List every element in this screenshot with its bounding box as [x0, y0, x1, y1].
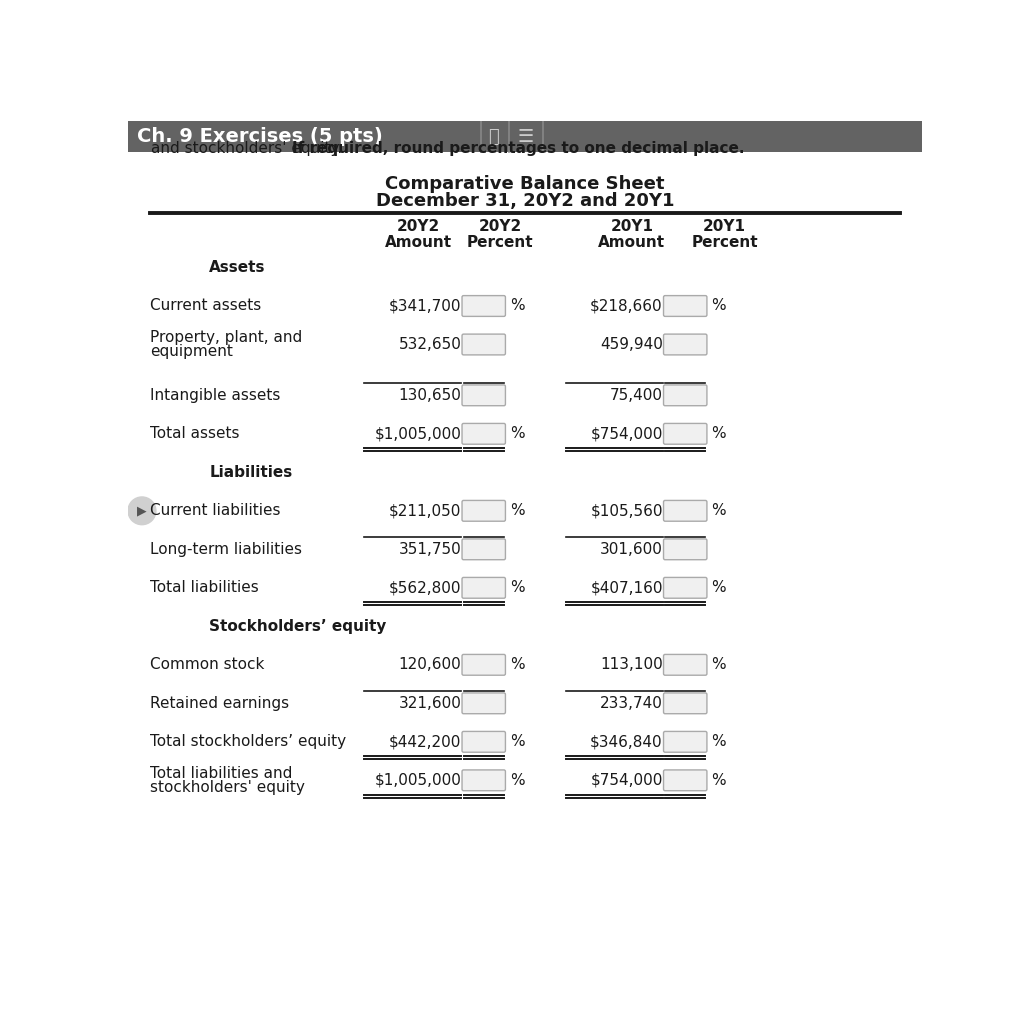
FancyBboxPatch shape — [664, 500, 707, 521]
Bar — [128, 121, 922, 152]
Text: ⧉: ⧉ — [488, 127, 499, 145]
Text: $346,840: $346,840 — [590, 734, 663, 749]
Text: Current assets: Current assets — [150, 299, 261, 313]
Text: ▶: ▶ — [137, 504, 146, 517]
Text: 301,600: 301,600 — [600, 541, 663, 557]
FancyBboxPatch shape — [462, 385, 506, 406]
Text: 75,400: 75,400 — [609, 388, 663, 403]
Text: If required, round percentages to one decimal place.: If required, round percentages to one de… — [292, 140, 744, 156]
Text: 113,100: 113,100 — [600, 658, 663, 673]
Text: Ch. 9 Exercises (5 pts): Ch. 9 Exercises (5 pts) — [137, 127, 383, 146]
Text: %: % — [510, 581, 524, 595]
Text: Retained earnings: Retained earnings — [150, 696, 289, 711]
FancyBboxPatch shape — [664, 654, 707, 676]
Text: ☰: ☰ — [517, 127, 534, 145]
Text: $105,560: $105,560 — [590, 503, 663, 518]
Text: Common stock: Common stock — [150, 658, 264, 673]
Circle shape — [128, 497, 156, 524]
Text: $341,700: $341,700 — [389, 299, 461, 313]
Text: %: % — [510, 658, 524, 673]
FancyBboxPatch shape — [664, 423, 707, 444]
Text: Intangible assets: Intangible assets — [150, 388, 281, 403]
Text: 321,600: 321,600 — [398, 696, 461, 711]
Text: Stockholders’ equity: Stockholders’ equity — [209, 619, 387, 634]
FancyBboxPatch shape — [462, 578, 506, 598]
Text: $211,050: $211,050 — [389, 503, 461, 518]
Text: Current liabilities: Current liabilities — [150, 503, 281, 518]
Text: $754,000: $754,000 — [591, 426, 663, 441]
FancyBboxPatch shape — [462, 654, 506, 676]
Text: Percent: Percent — [467, 234, 534, 249]
Text: 351,750: 351,750 — [398, 541, 461, 557]
FancyBboxPatch shape — [664, 385, 707, 406]
Text: equipment: equipment — [150, 344, 232, 359]
FancyBboxPatch shape — [462, 539, 506, 560]
Text: %: % — [712, 734, 726, 749]
Text: %: % — [712, 299, 726, 313]
Text: Assets: Assets — [209, 260, 266, 275]
Text: %: % — [712, 581, 726, 595]
Text: $407,160: $407,160 — [590, 581, 663, 595]
Text: Property, plant, and: Property, plant, and — [150, 330, 302, 345]
Text: Amount: Amount — [598, 234, 666, 249]
Text: and stockholders' equity.: and stockholders' equity. — [152, 140, 347, 156]
Text: $218,660: $218,660 — [590, 299, 663, 313]
Text: Liabilities: Liabilities — [209, 465, 293, 480]
FancyBboxPatch shape — [664, 693, 707, 714]
Text: Comparative Balance Sheet: Comparative Balance Sheet — [385, 176, 665, 193]
Text: 120,600: 120,600 — [398, 658, 461, 673]
Text: December 31, 20Y2 and 20Y1: December 31, 20Y2 and 20Y1 — [376, 192, 674, 210]
Text: Amount: Amount — [385, 234, 453, 249]
Text: 20Y2: 20Y2 — [397, 219, 440, 234]
FancyBboxPatch shape — [664, 578, 707, 598]
FancyBboxPatch shape — [462, 770, 506, 791]
Text: %: % — [510, 503, 524, 518]
Text: 233,740: 233,740 — [600, 696, 663, 711]
Text: Total liabilities: Total liabilities — [150, 581, 258, 595]
Text: $562,800: $562,800 — [389, 581, 461, 595]
Text: %: % — [510, 299, 524, 313]
Text: Total assets: Total assets — [150, 426, 240, 441]
FancyBboxPatch shape — [664, 539, 707, 560]
Text: Long-term liabilities: Long-term liabilities — [150, 541, 302, 557]
FancyBboxPatch shape — [462, 423, 506, 444]
Text: Total stockholders’ equity: Total stockholders’ equity — [150, 734, 346, 749]
Text: %: % — [510, 734, 524, 749]
FancyBboxPatch shape — [664, 770, 707, 791]
FancyBboxPatch shape — [462, 693, 506, 714]
Text: 20Y1: 20Y1 — [610, 219, 653, 234]
Text: $1,005,000: $1,005,000 — [375, 426, 461, 441]
FancyBboxPatch shape — [664, 731, 707, 752]
Text: 20Y2: 20Y2 — [478, 219, 521, 234]
Text: %: % — [712, 426, 726, 441]
Text: 130,650: 130,650 — [398, 388, 461, 403]
Text: 532,650: 532,650 — [398, 337, 461, 352]
Text: Percent: Percent — [691, 234, 758, 249]
Text: 459,940: 459,940 — [600, 337, 663, 352]
Text: %: % — [510, 773, 524, 788]
Text: $442,200: $442,200 — [389, 734, 461, 749]
FancyBboxPatch shape — [664, 296, 707, 316]
Text: %: % — [510, 426, 524, 441]
Text: %: % — [712, 503, 726, 518]
FancyBboxPatch shape — [462, 296, 506, 316]
Text: %: % — [712, 658, 726, 673]
Text: Total liabilities and: Total liabilities and — [150, 766, 292, 781]
FancyBboxPatch shape — [462, 334, 506, 355]
Text: stockholders' equity: stockholders' equity — [150, 780, 304, 795]
FancyBboxPatch shape — [664, 334, 707, 355]
Text: %: % — [712, 773, 726, 788]
Text: $754,000: $754,000 — [591, 773, 663, 788]
Text: $1,005,000: $1,005,000 — [375, 773, 461, 788]
FancyBboxPatch shape — [462, 500, 506, 521]
Text: 20Y1: 20Y1 — [703, 219, 746, 234]
FancyBboxPatch shape — [462, 731, 506, 752]
